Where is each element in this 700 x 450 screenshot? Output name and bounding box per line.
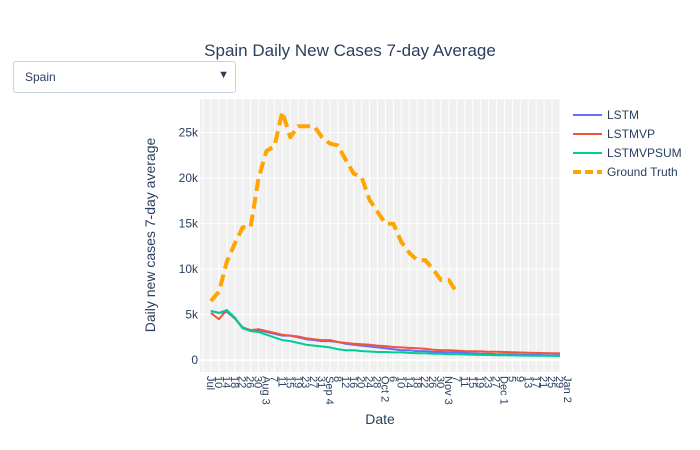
x-tick-label: 22	[418, 376, 430, 388]
x-tick-label: 9	[513, 376, 525, 382]
x-tick-label: 22	[236, 376, 248, 388]
x-axis-title: Date	[365, 411, 395, 427]
series-line-lstmvp	[210, 309, 561, 355]
x-tick-label: 30	[434, 376, 446, 388]
x-tick-label: 15	[283, 376, 295, 388]
legend-label: LSTMVPSUM	[607, 146, 682, 160]
x-tick-label: Dec 1	[498, 376, 510, 405]
x-tick-label: 23	[299, 376, 311, 388]
x-tick-label: 26	[244, 376, 256, 388]
plot-background	[200, 99, 560, 372]
vertical-gridlines	[202, 99, 561, 372]
triangle-down-icon: ▼	[218, 69, 229, 81]
x-tick-label: 16	[347, 376, 359, 388]
x-tick-label: 17	[529, 376, 541, 388]
x-tick-label: Jul	[204, 376, 216, 390]
series-line-lstmvpsum	[210, 309, 561, 357]
x-tick-label: 7	[267, 376, 279, 382]
x-tick-label: Sep 4	[323, 376, 335, 405]
x-tick-label: 29	[553, 376, 565, 388]
y-axis-ticks: 0 5k 10k 15k 20k 25k	[179, 126, 199, 368]
x-tick-label: 24	[363, 376, 375, 388]
series-line-ground-truth	[209, 109, 459, 303]
x-tick-label: 19	[291, 376, 303, 388]
y-tick-label: 5k	[185, 308, 199, 322]
x-tick-label: 10	[394, 376, 406, 388]
y-tick-label: 0	[191, 353, 198, 367]
x-tick-label: 18	[410, 376, 422, 388]
x-tick-label: Jan 2	[561, 376, 573, 403]
x-tick-label: 26	[426, 376, 438, 388]
y-tick-label: 10k	[179, 262, 199, 276]
x-tick-label: 10	[212, 376, 224, 388]
series-lines	[209, 109, 561, 357]
country-dropdown-value: Spain	[25, 70, 56, 84]
legend-label: LSTM	[607, 108, 639, 122]
x-tick-label: Nov 3	[442, 376, 454, 405]
legend: LSTM LSTMVP LSTMVPSUM Ground Truth	[573, 108, 682, 179]
x-tick-label: Oct 2	[379, 376, 391, 402]
y-tick-label: 20k	[179, 171, 199, 185]
x-tick-label: 27	[490, 376, 502, 388]
legend-label: LSTMVP	[607, 127, 655, 141]
x-tick-label: 21	[537, 376, 549, 388]
x-tick-label: 12	[339, 376, 351, 388]
x-tick-label: 20	[355, 376, 367, 388]
x-tick-label: 19	[474, 376, 486, 388]
x-tick-label: 11	[458, 376, 470, 387]
x-tick-label: 11	[275, 376, 287, 387]
x-tick-label: 6	[386, 376, 398, 382]
x-tick-label: 25	[545, 376, 557, 388]
x-tick-label: 8	[331, 376, 343, 382]
y-tick-label: 25k	[179, 126, 199, 140]
x-tick-label: 5	[505, 376, 517, 382]
x-tick-label: Aug 3	[260, 376, 272, 405]
x-tick-label: 27	[307, 376, 319, 388]
x-tick-label: 13	[521, 376, 533, 388]
legend-label: Ground Truth	[607, 165, 678, 179]
horizontal-gridlines	[200, 132, 560, 362]
x-tick-label: 7	[450, 376, 462, 382]
x-tick-label: 14	[402, 376, 414, 388]
x-tick-label: 30	[252, 376, 264, 388]
x-tick-label: 23	[482, 376, 494, 388]
x-tick-label: 15	[466, 376, 478, 388]
x-tick-label: 28	[371, 376, 383, 388]
chart-title: Spain Daily New Cases 7-day Average	[204, 41, 496, 60]
x-tick-label: 14	[220, 376, 232, 388]
x-tick-label: 18	[228, 376, 240, 388]
y-axis-title: Daily new cases 7-day average	[142, 138, 158, 333]
country-dropdown[interactable]: Spain ▼	[13, 61, 236, 93]
x-tick-label: 31	[315, 376, 327, 388]
y-tick-label: 15k	[179, 217, 199, 231]
